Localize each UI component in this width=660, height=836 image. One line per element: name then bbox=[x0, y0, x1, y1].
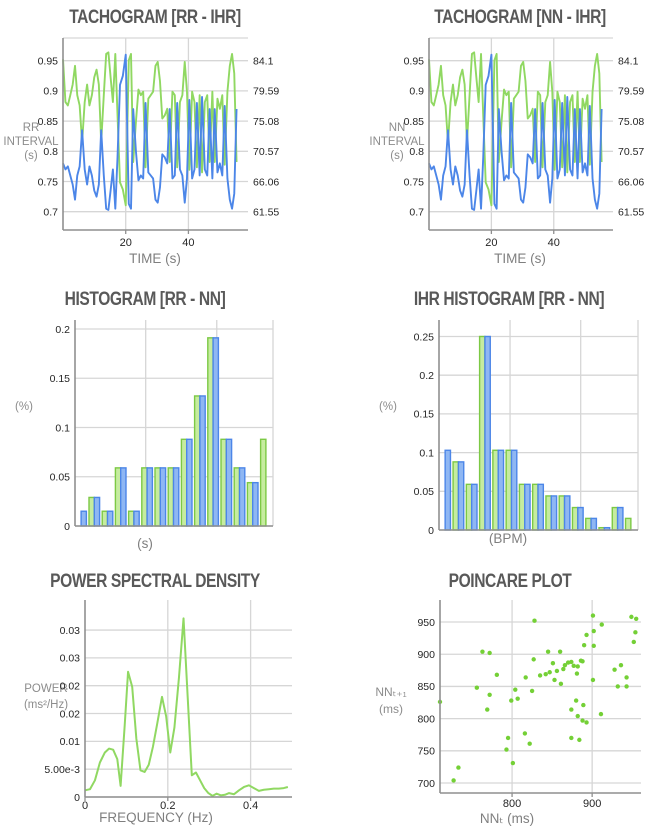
chart-title: TACHOGRAM [NN - IHR] bbox=[434, 7, 606, 28]
svg-text:61.55: 61.55 bbox=[253, 206, 279, 218]
svg-text:0.01: 0.01 bbox=[60, 736, 81, 748]
svg-text:0.03: 0.03 bbox=[60, 653, 81, 665]
svg-text:0.85: 0.85 bbox=[404, 116, 425, 128]
svg-text:0.7: 0.7 bbox=[43, 206, 58, 218]
chart-title: TACHOGRAM [RR - IHR] bbox=[69, 7, 241, 28]
svg-text:0.2: 0.2 bbox=[419, 370, 434, 382]
svg-text:79.59: 79.59 bbox=[253, 86, 279, 98]
svg-text:0.1: 0.1 bbox=[419, 447, 434, 459]
y-axis-label: NN INTERVAL (s) bbox=[369, 122, 425, 162]
plot-area: 0.7 0.75 0.8 0.85 0.9 0.95 61.55 66.06 70.57 75.0… bbox=[404, 37, 644, 249]
plot-area: 0.7 0.75 0.8 0.85 0.9 0.95 61.55 66.06 70.57 75.0… bbox=[38, 37, 279, 249]
svg-text:0.95: 0.95 bbox=[38, 56, 59, 68]
svg-text:40: 40 bbox=[182, 237, 194, 249]
svg-text:40: 40 bbox=[548, 237, 560, 249]
x-axis-label: NNₜ (ms) bbox=[479, 811, 535, 826]
svg-text:0.25: 0.25 bbox=[414, 331, 435, 343]
svg-text:0.2: 0.2 bbox=[160, 800, 175, 812]
x-axis-label: FREQUENCY (Hz) bbox=[99, 810, 213, 825]
svg-text:750: 750 bbox=[417, 746, 435, 758]
svg-text:0: 0 bbox=[64, 521, 70, 533]
svg-text:850: 850 bbox=[417, 681, 435, 693]
plot-area: 0 0.05 0.1 0.15 0.2 0.25 bbox=[414, 320, 639, 537]
y-axis-label: POWER (ms²/Hz) bbox=[23, 683, 69, 711]
chart-title: HISTOGRAM [RR - NN] bbox=[64, 289, 226, 310]
y-axis-label: (%) bbox=[379, 401, 397, 413]
svg-text:0.75: 0.75 bbox=[38, 176, 59, 188]
svg-text:0.75: 0.75 bbox=[404, 176, 425, 188]
svg-text:0.15: 0.15 bbox=[50, 373, 71, 385]
power-spectral-density-chart: POWER SPECTRAL DENSITY POWER (ms²/Hz) FR… bbox=[0, 560, 330, 836]
tachogram-nn-ihr-chart: TACHOGRAM [NN - IHR] NN INTERVAL (s) TIM… bbox=[330, 0, 660, 280]
svg-text:0.15: 0.15 bbox=[414, 409, 435, 421]
svg-text:0.02: 0.02 bbox=[60, 681, 81, 693]
svg-text:0.03: 0.03 bbox=[60, 625, 81, 637]
svg-text:5.00e-3: 5.00e-3 bbox=[44, 764, 80, 776]
svg-text:0.95: 0.95 bbox=[404, 56, 425, 68]
y-axis-label: RR INTERVAL (s) bbox=[3, 122, 59, 162]
svg-text:0.8: 0.8 bbox=[409, 146, 424, 158]
svg-text:800: 800 bbox=[503, 798, 521, 810]
svg-text:84.1: 84.1 bbox=[618, 56, 639, 68]
svg-text:61.55: 61.55 bbox=[618, 206, 644, 218]
svg-text:0.9: 0.9 bbox=[43, 86, 58, 98]
svg-text:0.8: 0.8 bbox=[43, 146, 58, 158]
svg-text:0: 0 bbox=[428, 525, 434, 537]
x-axis-label: TIME (s) bbox=[494, 251, 546, 266]
svg-text:0: 0 bbox=[82, 800, 88, 812]
svg-text:79.59: 79.59 bbox=[618, 86, 644, 98]
svg-text:0.4: 0.4 bbox=[243, 800, 258, 812]
ihr-histogram-chart: IHR HISTOGRAM [RR - NN] (%) (BPM) 0 0.05 0… bbox=[330, 280, 660, 560]
svg-text:800: 800 bbox=[417, 713, 435, 725]
svg-text:900: 900 bbox=[417, 649, 435, 661]
x-axis-label: (BPM) bbox=[488, 531, 528, 546]
svg-text:75.08: 75.08 bbox=[618, 116, 644, 128]
svg-text:70.57: 70.57 bbox=[618, 146, 644, 158]
chart-title: IHR HISTOGRAM [RR - NN] bbox=[413, 289, 605, 310]
svg-text:0.9: 0.9 bbox=[409, 86, 424, 98]
svg-text:0.7: 0.7 bbox=[409, 206, 424, 218]
chart-title: POWER SPECTRAL DENSITY bbox=[50, 571, 260, 592]
tachogram-rr-ihr-chart: TACHOGRAM [RR - IHR] RR INTERVAL (s) TIM… bbox=[0, 0, 330, 280]
x-axis-label: (s) bbox=[137, 536, 153, 551]
svg-text:0: 0 bbox=[74, 792, 80, 804]
svg-text:0.85: 0.85 bbox=[38, 116, 59, 128]
svg-text:0.05: 0.05 bbox=[50, 472, 71, 484]
poincare-plot-chart: POINCARE PLOT NNₜ₊₁ (ms) NNₜ (ms) 700 750… bbox=[330, 560, 660, 836]
svg-text:70.57: 70.57 bbox=[253, 146, 279, 158]
plot-area: 0 5.00e-3 0.01 0.02 0.02 0.03 0.03 0 0.2 0.4 bbox=[44, 600, 292, 812]
svg-text:0.05: 0.05 bbox=[414, 486, 435, 498]
svg-text:0.2: 0.2 bbox=[55, 324, 70, 336]
y-axis-label: (%) bbox=[15, 401, 33, 413]
svg-text:20: 20 bbox=[120, 237, 132, 249]
svg-text:75.08: 75.08 bbox=[253, 116, 279, 128]
plot-area: 700 750 800 850 900 950 800 900 bbox=[417, 600, 641, 810]
svg-text:950: 950 bbox=[417, 617, 435, 629]
chart-title: POINCARE PLOT bbox=[448, 571, 572, 592]
svg-text:700: 700 bbox=[417, 778, 435, 790]
svg-text:20: 20 bbox=[485, 237, 497, 249]
svg-text:0.02: 0.02 bbox=[60, 708, 81, 720]
rr-nn-histogram-chart: HISTOGRAM [RR - NN] (%) (s) 0 0.05 0.1 0.15… bbox=[0, 280, 330, 560]
svg-text:66.06: 66.06 bbox=[253, 176, 279, 188]
svg-text:84.1: 84.1 bbox=[253, 56, 274, 68]
plot-area: 0 0.05 0.1 0.15 0.2 bbox=[50, 320, 274, 533]
svg-text:900: 900 bbox=[583, 798, 601, 810]
y-axis-label: NNₜ₊₁ (ms) bbox=[375, 685, 407, 716]
svg-text:66.06: 66.06 bbox=[618, 176, 644, 188]
svg-text:0.1: 0.1 bbox=[55, 422, 70, 434]
x-axis-label: TIME (s) bbox=[129, 251, 181, 266]
